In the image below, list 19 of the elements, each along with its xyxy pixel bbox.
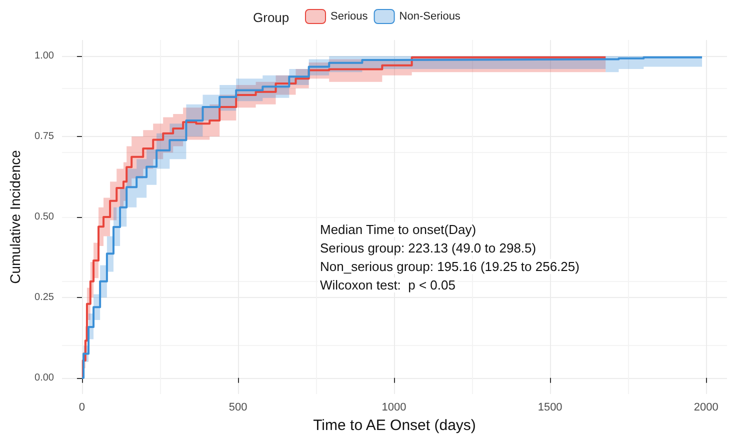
legend-title: Group <box>253 10 290 25</box>
x-tick-label: 0 <box>78 402 86 414</box>
y-tick-label: 0.00 <box>34 372 54 384</box>
x-tick-label: 500 <box>228 402 248 414</box>
annotation: Serious group: 223.13 (49.0 to 298.5) <box>320 240 536 256</box>
y-tick-label: 1.00 <box>34 50 54 62</box>
x-tick-label: 2000 <box>694 402 718 414</box>
legend-label: Serious <box>330 10 368 22</box>
y-tick-label: 0.50 <box>34 212 54 222</box>
x-axis-title: Time to AE Onset (days) <box>313 417 476 434</box>
y-axis-title: Cumulative Incidence <box>7 150 23 284</box>
x-tick-label: 1000 <box>382 402 406 414</box>
y-tick-label: 0.75 <box>34 131 54 142</box>
annotation: Non_serious group: 195.16 (19.25 to 256.25) <box>320 259 580 274</box>
annotation: Median Time to onset(Day) <box>320 222 476 237</box>
annotation: Wilcoxon test: p < 0.05 <box>320 278 456 292</box>
y-tick-label: 0.25 <box>34 292 54 303</box>
legend-label: Non-Serious <box>399 10 461 22</box>
x-tick-label: 1500 <box>538 402 562 414</box>
